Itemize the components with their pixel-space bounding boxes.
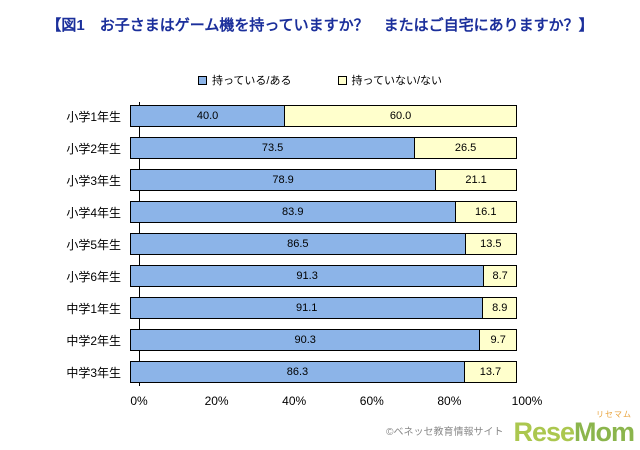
legend-label-nothave: 持っていない/ない [351,75,443,87]
bar-segment: 86.3 [130,361,465,383]
bar-segment: 13.7 [463,361,517,383]
x-axis: 0% 20% 40% 60% 80% 100% [130,394,542,412]
bar-segment: 86.5 [130,233,466,255]
bar-segment: 26.5 [414,137,517,159]
bar-track: 78.9 21.1 [130,169,518,191]
bar-segment: 21.1 [435,169,517,191]
x-tick-label: 20% [204,394,229,408]
bar-segment: 78.9 [130,169,437,191]
x-tick-label: 0% [130,394,148,408]
chart-row: 中学1年生 91.1 8.9 [10,292,527,324]
bar-segment: 8.7 [483,265,517,287]
bar-track: 90.3 9.7 [130,329,518,351]
chart-row: 小学5年生 86.5 13.5 [10,228,527,260]
legend-swatch-nothave [337,75,347,85]
legend-item-have: 持っている/ある [197,72,292,88]
category-label: 中学1年生 [66,301,121,316]
bar-segment: 13.5 [464,233,517,255]
bar-segment: 90.3 [130,329,481,351]
chart-row: 小学2年生 73.5 26.5 [10,132,527,164]
bar-segment: 8.9 [482,297,517,319]
bar-segment: 9.7 [479,329,517,351]
bar-segment: 91.3 [130,265,485,287]
x-tick-label: 100% [511,394,543,408]
bar-segment: 60.0 [284,105,517,127]
bar-segment: 16.1 [454,201,517,223]
category-label: 小学1年生 [66,109,121,124]
bar-segment: 40.0 [130,105,286,127]
bar-track: 91.1 8.9 [130,297,518,319]
copyright-credit: ©ベネッセ教育情報サイト [386,427,504,438]
stacked-bar-chart: 小学1年生 40.0 60.0 小学2年生 73.5 26.5 小学3年生 78.9 21.1 小… [10,100,542,412]
legend-label-have: 持っている/ある [211,75,292,87]
legend-swatch-have [197,75,207,85]
legend-item-nothave: 持っていない/ない [337,72,443,88]
bar-segment: 73.5 [130,137,416,159]
category-label: 小学4年生 [66,205,121,220]
category-label: 中学3年生 [66,365,121,380]
x-tick-label: 80% [437,394,462,408]
category-label: 小学2年生 [66,141,121,156]
bar-segment: 83.9 [130,201,456,223]
chart-row: 中学2年生 90.3 9.7 [10,324,527,356]
resemom-logo: リセマム ReseMom [513,409,635,447]
bar-track: 83.9 16.1 [130,201,518,223]
x-tick-label: 60% [359,394,384,408]
category-label: 中学2年生 [66,333,121,348]
footer: ©ベネッセ教育情報サイト リセマム ReseMom [386,409,635,447]
logo-text-rese: Rese [513,417,575,447]
chart-row: 小学3年生 78.9 21.1 [10,164,527,196]
chart-rows: 小学1年生 40.0 60.0 小学2年生 73.5 26.5 小学3年生 78.9 21.1 小… [10,100,527,388]
bar-track: 86.5 13.5 [130,233,518,255]
chart-row: 中学3年生 86.3 13.7 [10,356,527,388]
chart-row: 小学1年生 40.0 60.0 [10,100,527,132]
bar-track: 40.0 60.0 [130,105,518,127]
bar-segment: 91.1 [130,297,484,319]
chart-title: 【図1 お子さまはゲーム機を持っていますか？ またはご自宅にありますか？】 [46,17,594,34]
chart-row: 小学4年生 83.9 16.1 [10,196,527,228]
bar-track: 86.3 13.7 [130,361,518,383]
legend: 持っている/ある 持っていない/ない [0,72,640,88]
category-label: 小学5年生 [66,237,121,252]
category-label: 小学3年生 [66,173,121,188]
bar-track: 91.3 8.7 [130,265,518,287]
bar-track: 73.5 26.5 [130,137,518,159]
logo-text-mom: Mom [574,417,635,447]
chart-row: 小学6年生 91.3 8.7 [10,260,527,292]
x-tick-label: 40% [282,394,307,408]
category-label: 小学6年生 [66,269,121,284]
logo-ruby-text: リセマム [596,410,632,419]
